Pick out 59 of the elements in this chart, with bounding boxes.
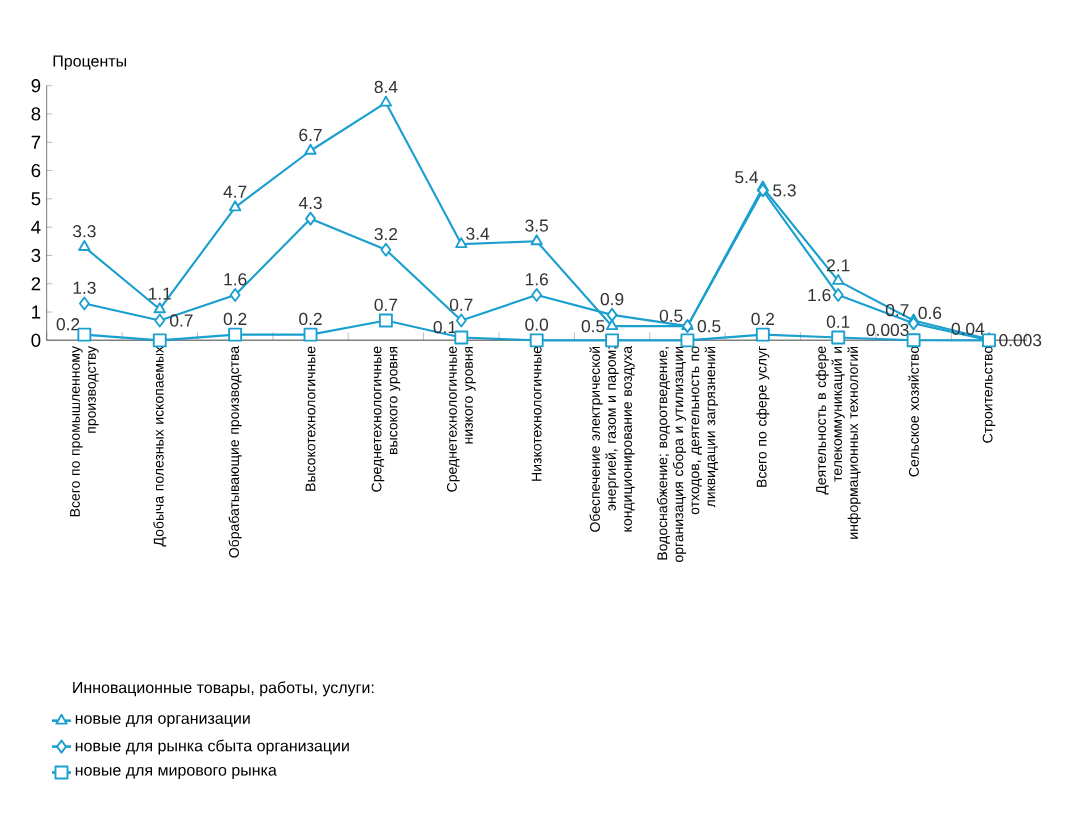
data-label: 0.5: [697, 320, 721, 333]
x-tick-label: Высокотехнологичные: [305, 346, 316, 491]
data-label: 5.4: [735, 171, 759, 184]
data-label: 3.3: [72, 225, 96, 238]
data-label: 1.6: [224, 273, 247, 286]
x-tick-label: Всего по промышленному производству: [70, 345, 99, 517]
data-label: 4.7: [223, 185, 247, 198]
data-label: 3.2: [374, 227, 398, 241]
x-tick-label: Строительство: [982, 346, 996, 443]
y-tick-label: 1: [32, 305, 41, 319]
data-label: 5.3: [773, 184, 796, 197]
data-label: 8.4: [374, 80, 398, 94]
data-label: 1.1: [149, 287, 171, 300]
data-label: 6.7: [299, 128, 322, 142]
data-label: 0.7: [374, 298, 398, 311]
y-tick-label: 8: [31, 107, 41, 121]
y-tick-label: 4: [31, 220, 41, 234]
data-label: 3.4: [466, 227, 490, 240]
data-label: 0.7: [449, 298, 473, 311]
data-label: 1.3: [73, 281, 96, 294]
data-label: 0.6: [918, 306, 942, 320]
y-tick-label: 3: [31, 248, 41, 263]
data-label: 0.003: [866, 323, 909, 336]
x-tick-label: Обрабатывающие производства: [228, 345, 242, 558]
x-tick-label: Низкотехнологичные: [531, 346, 542, 481]
data-label: 3.5: [525, 219, 548, 232]
data-label: 0.7: [170, 314, 193, 327]
x-tick-label: Добыча полезных ископаемых: [153, 346, 167, 547]
x-tick-label: Среднетехнологичные высокого уровня: [371, 346, 401, 492]
legend-label: новые для рынка сбыта организации: [75, 739, 349, 755]
x-tick-label: Обеспечение электрической энергией, газом и паром; кондиционирование воздуха: [589, 345, 635, 532]
y-tick-label: 2: [31, 277, 41, 291]
data-label: 4.3: [298, 196, 322, 210]
x-tick-label: Всего по сфере услуг: [756, 346, 770, 487]
data-label: 1.6: [525, 273, 548, 286]
data-label: 0.2: [56, 318, 80, 331]
y-tick-label: 0: [31, 333, 41, 347]
y-axis-title: Проценты: [53, 55, 127, 70]
data-label: 0.5: [581, 320, 605, 333]
y-tick-label: 6: [31, 163, 41, 178]
x-tick-label: Водоснабжение; водоотведение, организация сбора и утилизации отходов, деятельность по ликвидации загрязнений: [656, 346, 719, 562]
legend-label: новые для организации: [75, 715, 250, 728]
y-tick-label: 9: [31, 79, 41, 93]
legend-title: Инновационные товары, работы, услуги:: [73, 681, 374, 697]
data-label: 1.6: [808, 288, 831, 302]
x-tick-label: Сельское хозяйство: [908, 346, 919, 477]
data-label: 0.2: [223, 312, 247, 326]
data-label: 0.1: [433, 320, 457, 334]
data-label: 2.1: [827, 259, 850, 272]
y-tick-label: 7: [31, 135, 41, 149]
y-tick-label: 5: [31, 192, 41, 206]
legend-label: новые для мирового рынка: [75, 766, 277, 779]
data-label: 0.2: [751, 312, 774, 326]
data-label: 0.2: [299, 312, 322, 326]
data-label: 0.5: [659, 309, 683, 322]
data-label: 0.0: [525, 318, 549, 331]
data-label: 0.1: [826, 315, 850, 328]
data-label: 0.9: [600, 292, 624, 306]
data-label: 0.04: [951, 322, 985, 335]
